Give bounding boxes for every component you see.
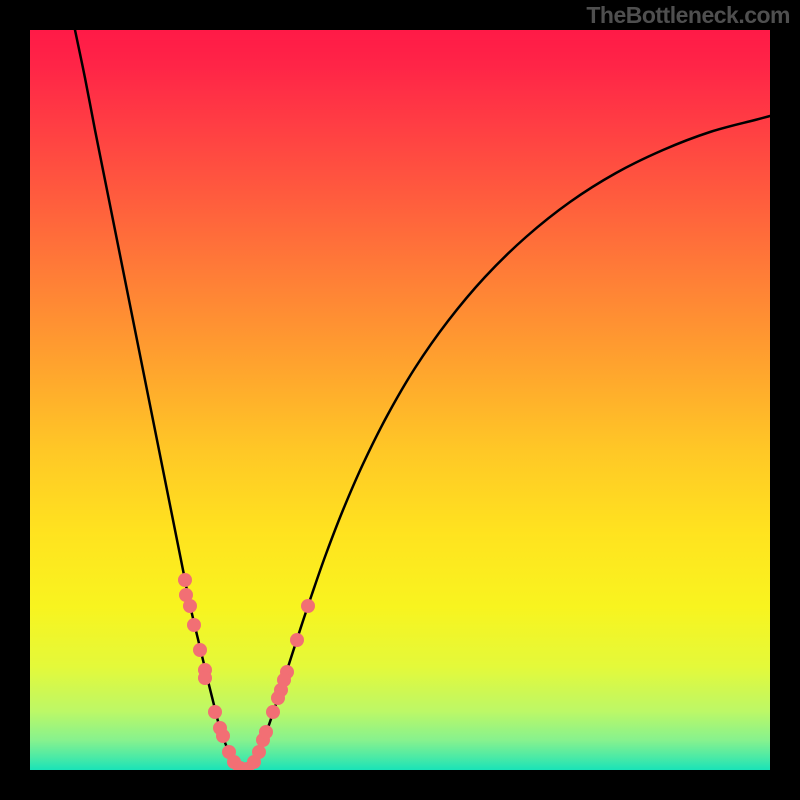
marker-point	[178, 573, 192, 587]
marker-point	[193, 643, 207, 657]
marker-point	[301, 599, 315, 613]
marker-point	[187, 618, 201, 632]
marker-point	[208, 705, 222, 719]
marker-point	[179, 588, 193, 602]
curve-layer	[30, 30, 770, 770]
marker-point	[198, 671, 212, 685]
curve-left_branch	[75, 30, 244, 770]
marker-point	[271, 691, 285, 705]
marker-point	[266, 705, 280, 719]
plot-area	[30, 30, 770, 770]
marker-point	[216, 729, 230, 743]
marker-point	[290, 633, 304, 647]
marker-point	[252, 745, 266, 759]
figure-root: TheBottleneck.com	[0, 0, 800, 800]
watermark-text: TheBottleneck.com	[586, 2, 790, 29]
curve-right_branch	[244, 116, 770, 770]
marker-point	[259, 725, 273, 739]
marker-point	[277, 673, 291, 687]
